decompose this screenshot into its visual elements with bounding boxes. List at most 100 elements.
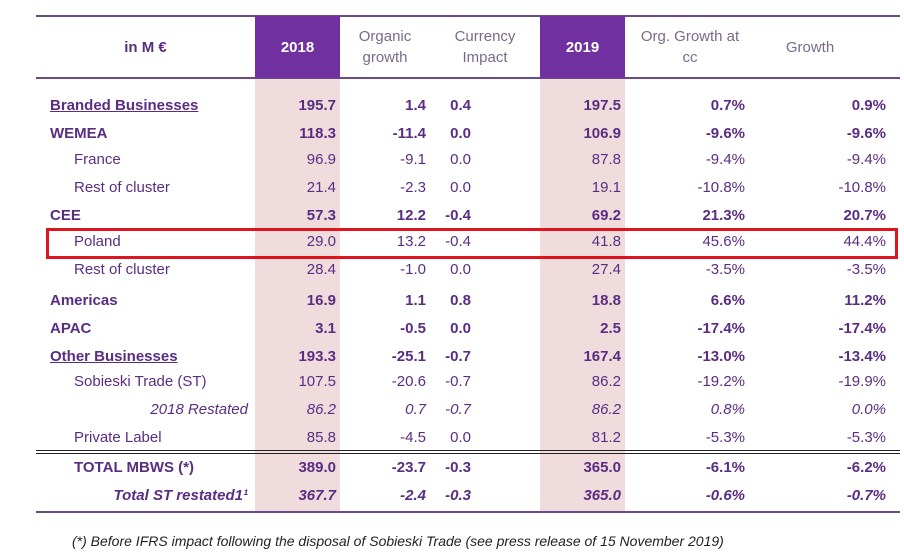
value-2019: 86.2 <box>591 401 621 418</box>
table-row: Rest of cluster 21.4 -2.3 0.0 19.1 -10.8% -10.… <box>0 175 904 201</box>
footnote: (*) Before IFRS impact following the dis… <box>72 533 724 549</box>
organic-growth: 1.1 <box>405 292 426 309</box>
total-double-line-2 <box>36 453 900 454</box>
value-2018: 3.1 <box>315 320 336 337</box>
value-2019: 81.2 <box>591 429 621 446</box>
org-growth-cc: 0.7% <box>710 97 745 114</box>
row-label: France <box>74 151 121 168</box>
row-label: Branded Businesses <box>50 97 199 114</box>
organic-growth: -11.4 <box>392 125 426 142</box>
value-2018: 85.8 <box>306 429 336 446</box>
table-row: France 96.9 -9.1 0.0 87.8 -9.4% -9.4% <box>0 147 904 173</box>
value-2018: 96.9 <box>306 151 336 168</box>
organic-growth: -0.5 <box>400 320 426 337</box>
growth: -6.2% <box>846 459 886 476</box>
growth: -13.4% <box>838 348 886 365</box>
currency-impact: 0.0 <box>450 429 471 446</box>
header-2018: 2018 <box>255 16 340 78</box>
organic-growth: -2.3 <box>400 179 426 196</box>
value-2019: 86.2 <box>591 373 621 390</box>
currency-impact: 0.4 <box>450 97 471 114</box>
value-2019: 2.5 <box>600 320 621 337</box>
header-2019: 2019 <box>540 16 625 78</box>
currency-impact: -0.3 <box>445 459 471 476</box>
value-2019: 69.2 <box>591 207 621 224</box>
value-2018: 57.3 <box>306 207 336 224</box>
value-2019: 87.8 <box>591 151 621 168</box>
value-2018: 195.7 <box>298 97 336 114</box>
org-growth-cc: -9.4% <box>705 151 745 168</box>
value-2018: 367.7 <box>298 487 336 504</box>
bottom-border <box>36 511 900 513</box>
header-divider <box>36 77 900 79</box>
row-label: Rest of cluster <box>74 261 170 278</box>
growth: 0.9% <box>851 97 886 114</box>
value-2019: 27.4 <box>591 261 621 278</box>
org-growth-cc: 21.3% <box>702 207 745 224</box>
growth: -3.5% <box>846 261 886 278</box>
value-2019: 106.9 <box>583 125 621 142</box>
value-2018: 118.3 <box>299 125 336 142</box>
row-label: Americas <box>50 292 118 309</box>
table-row: TOTAL MBWS (*) 389.0 -23.7 -0.3 365.0 -6.1% -6… <box>0 455 904 481</box>
header-growth: Growth <box>785 38 835 56</box>
org-growth-cc: -6.1% <box>705 459 745 476</box>
table-row: Private Label 85.8 -4.5 0.0 81.2 -5.3% -5.3% <box>0 425 904 451</box>
header-org-growth-cc: Org. Growth at cc <box>640 28 740 66</box>
table-row: Americas 16.9 1.1 0.8 18.8 6.6% 11.2% <box>0 288 904 314</box>
org-growth-cc: -3.5% <box>705 261 745 278</box>
organic-growth: -25.1 <box>391 348 426 365</box>
org-growth-cc: -13.0% <box>697 348 745 365</box>
value-2018: 193.3 <box>298 348 336 365</box>
currency-impact: 0.8 <box>450 292 471 309</box>
table-row: Rest of cluster 28.4 -1.0 0.0 27.4 -3.5% -3.5% <box>0 257 904 283</box>
currency-impact: 0.0 <box>450 125 471 142</box>
row-label: Total ST restated1¹ <box>113 487 248 504</box>
value-2018: 107.5 <box>298 373 336 390</box>
value-2018: 86.2 <box>306 401 336 418</box>
table-row: APAC 3.1 -0.5 0.0 2.5 -17.4% -17.4% <box>0 316 904 342</box>
growth: 44.4% <box>843 233 886 250</box>
table-row: Total ST restated1¹ 367.7 -2.4 -0.3 365.0 -0.… <box>0 483 904 509</box>
currency-impact: -0.7 <box>445 401 471 418</box>
row-label: TOTAL MBWS (*) <box>74 459 194 476</box>
currency-impact: -0.4 <box>445 233 471 250</box>
row-label: WEMEA <box>50 125 108 142</box>
growth: 11.2% <box>844 292 886 309</box>
value-2019: 167.4 <box>583 348 621 365</box>
organic-growth: 13.2 <box>396 233 426 250</box>
organic-growth: 0.7 <box>405 401 426 418</box>
currency-impact: -0.3 <box>445 487 471 504</box>
row-label: Private Label <box>74 429 162 446</box>
row-label: APAC <box>50 320 92 337</box>
growth: 0.0% <box>851 401 886 418</box>
value-2018: 29.0 <box>306 233 336 250</box>
growth: -9.6% <box>846 125 886 142</box>
organic-growth: -23.7 <box>391 459 426 476</box>
org-growth-cc: -5.3% <box>705 429 745 446</box>
poland-highlight-box <box>46 228 898 259</box>
value-2019: 197.5 <box>583 97 621 114</box>
value-2018: 389.0 <box>298 459 336 476</box>
table-row: 2018 Restated 86.2 0.7 -0.7 86.2 0.8% 0.0% <box>0 397 904 423</box>
growth: -17.4% <box>838 320 886 337</box>
header-unit: in M € <box>124 38 167 56</box>
column-2019-shade <box>540 16 625 511</box>
table-row: CEE 57.3 12.2 -0.4 69.2 21.3% 20.7% <box>0 203 904 229</box>
growth: -10.8% <box>838 179 886 196</box>
table-row: Poland 29.0 13.2 -0.4 41.8 45.6% 44.4% <box>0 229 904 255</box>
organic-growth: -20.6 <box>391 373 426 390</box>
organic-growth: -1.0 <box>400 261 426 278</box>
value-2018: 28.4 <box>306 261 336 278</box>
currency-impact: 0.0 <box>450 179 471 196</box>
header-organic-growth: Organic growth <box>358 28 412 66</box>
organic-growth: 12.2 <box>396 207 426 224</box>
top-border <box>36 15 900 17</box>
organic-growth: 1.4 <box>405 97 426 114</box>
value-2019: 41.8 <box>591 233 621 250</box>
row-label: 2018 Restated <box>150 401 248 418</box>
value-2019: 19.1 <box>591 179 621 196</box>
total-double-line-1 <box>36 450 900 451</box>
value-2019: 365.0 <box>583 459 621 476</box>
header-currency-impact: Currency Impact <box>454 28 516 66</box>
